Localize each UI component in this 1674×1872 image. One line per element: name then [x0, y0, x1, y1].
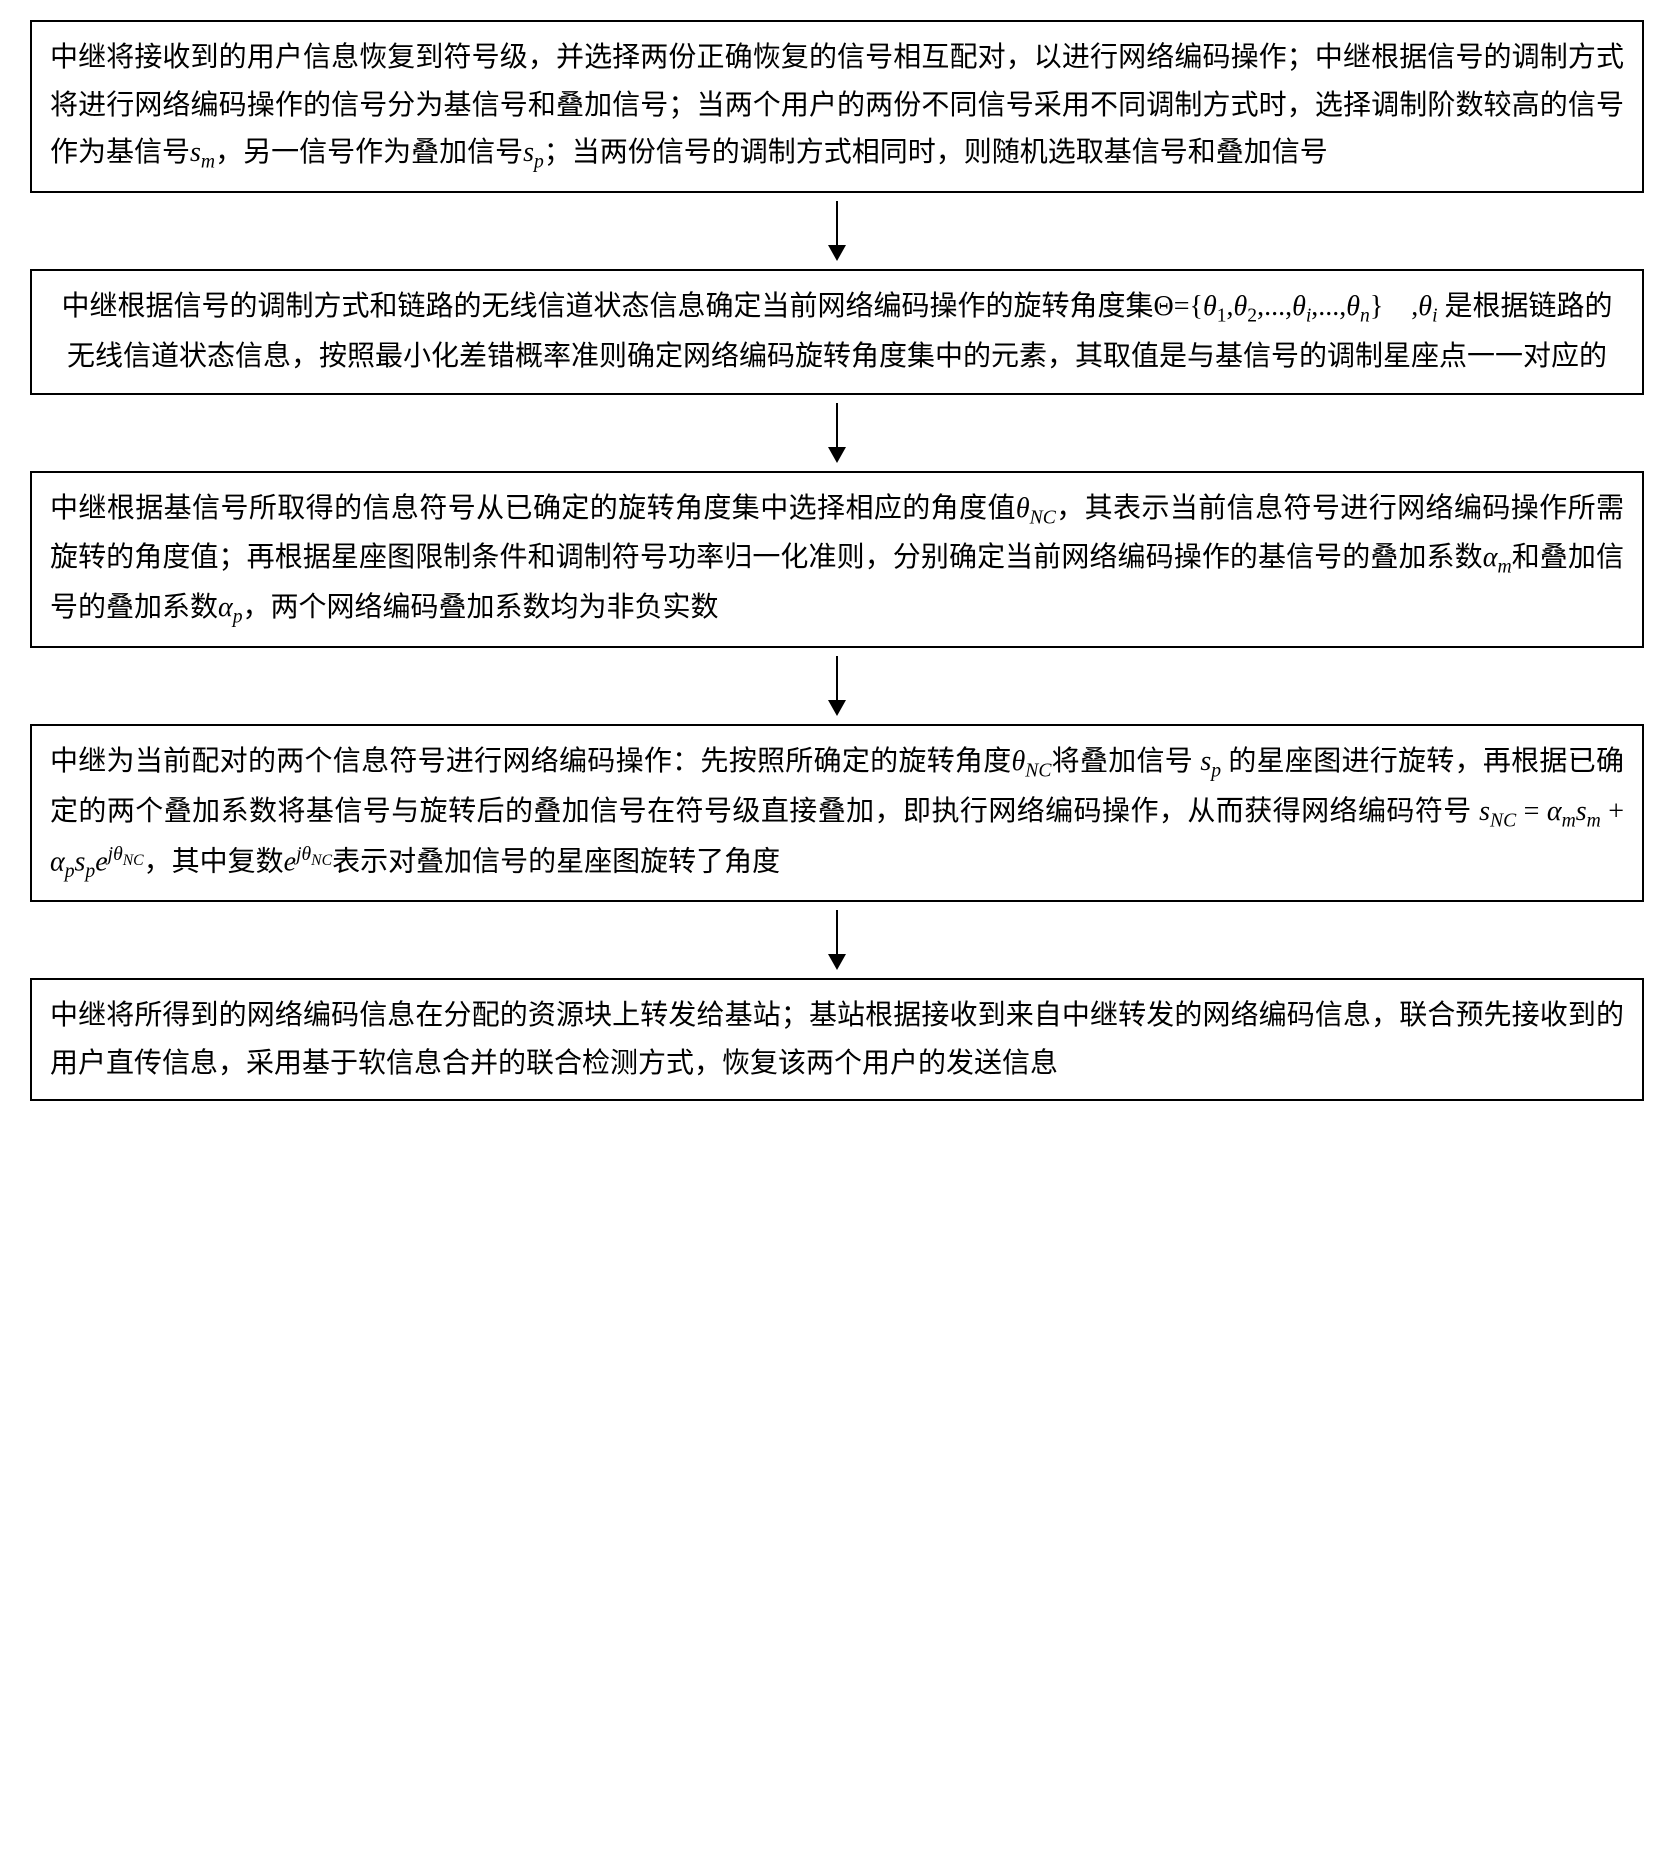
step1-text: 中继将接收到的用户信息恢复到符号级，并选择两份正确恢复的信号相互配对，以进行网络… [50, 34, 1624, 179]
flow-step-1: 中继将接收到的用户信息恢复到符号级，并选择两份正确恢复的信号相互配对，以进行网络… [30, 20, 1644, 193]
step4-text: 中继为当前配对的两个信息符号进行网络编码操作：先按照所确定的旋转角度θNC将叠加… [50, 738, 1624, 888]
step5-text: 中继将所得到的网络编码信息在分配的资源块上转发给基站；基站根据接收到来自中继转发… [50, 992, 1624, 1087]
flow-step-3: 中继根据基信号所取得的信息符号从已确定的旋转角度集中选择相应的角度值θNC，其表… [30, 471, 1644, 649]
arrow-3 [828, 656, 846, 716]
arrow-4 [828, 910, 846, 970]
flow-step-2: 中继根据信号的调制方式和链路的无线信道状态信息确定当前网络编码操作的旋转角度集Θ… [30, 269, 1644, 394]
arrow-2 [828, 403, 846, 463]
step3-text: 中继根据基信号所取得的信息符号从已确定的旋转角度集中选择相应的角度值θNC，其表… [50, 485, 1624, 635]
step2-text: 中继根据信号的调制方式和链路的无线信道状态信息确定当前网络编码操作的旋转角度集Θ… [50, 283, 1624, 380]
arrow-1 [828, 201, 846, 261]
flow-step-5: 中继将所得到的网络编码信息在分配的资源块上转发给基站；基站根据接收到来自中继转发… [30, 978, 1644, 1101]
flow-step-4: 中继为当前配对的两个信息符号进行网络编码操作：先按照所确定的旋转角度θNC将叠加… [30, 724, 1644, 902]
